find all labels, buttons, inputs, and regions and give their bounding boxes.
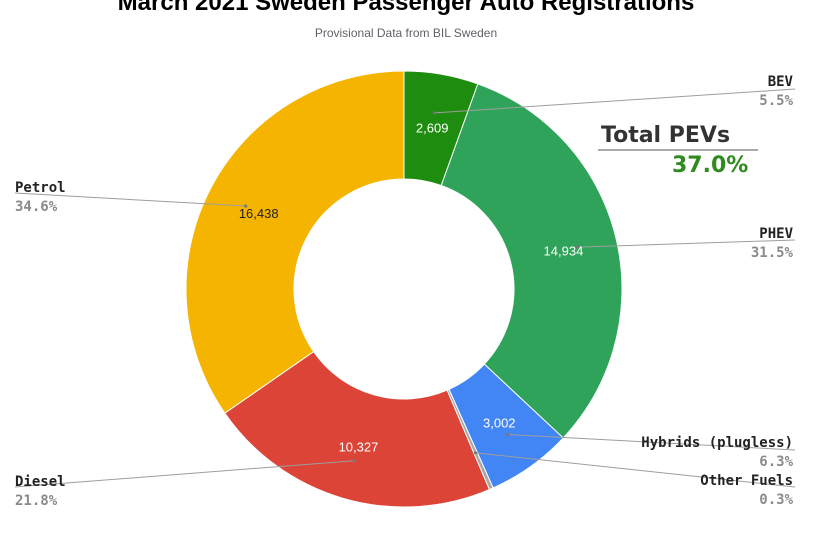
category-percent-bev: 5.5% — [759, 93, 793, 109]
value-label-bev: 2,609 — [416, 120, 449, 135]
chart-subtitle: Provisional Data from BIL Sweden — [315, 26, 497, 40]
leader-dot-hybrids-plugless — [506, 432, 510, 437]
leader-line-petrol — [14, 192, 246, 207]
category-name-diesel: Diesel — [15, 474, 66, 490]
category-percent-other-fuels: 0.3% — [759, 492, 793, 508]
category-name-hybrids-plugless: Hybrids (plugless) — [641, 435, 793, 451]
total-pevs-annotation: Total PEVs 37.0% — [598, 123, 758, 178]
value-label-group: 2,609 14,934 3,002 10,327 16,438 — [239, 120, 583, 454]
leader-line-other-fuels — [475, 452, 796, 488]
leader-line-bev — [434, 88, 796, 114]
category-name-petrol: Petrol — [15, 180, 66, 196]
category-percent-petrol: 34.6% — [15, 199, 58, 215]
category-name-phev: PHEV — [759, 226, 793, 242]
category-percent-hybrids-plugless: 6.3% — [759, 454, 793, 470]
leader-dot-diesel — [352, 459, 356, 463]
leader-dot-bev — [433, 111, 437, 115]
slice-phev — [440, 83, 623, 439]
chart-title: March 2021 Sweden Passenger Auto Registr… — [118, 0, 695, 16]
value-label-petrol: 16,438 — [239, 206, 279, 221]
leader-dot-petrol — [244, 204, 248, 208]
leader-line-group — [14, 88, 796, 488]
leader-line-phev — [577, 239, 796, 248]
leader-line-diesel — [14, 460, 355, 488]
slice-group — [185, 70, 623, 508]
category-label-group: BEV 5.5% PHEV 31.5% Hybrids (plugless) 6.3% Ot… — [15, 74, 794, 509]
slice-diesel — [224, 350, 491, 508]
value-label-hybrids-plugless: 3,002 — [483, 415, 516, 430]
total-pevs-title: Total PEVs — [601, 123, 730, 148]
value-label-diesel: 10,327 — [339, 440, 379, 455]
total-pevs-value: 37.0% — [672, 153, 748, 178]
slice-petrol — [185, 70, 405, 414]
leader-dot-phev — [576, 245, 580, 249]
category-percent-diesel: 21.8% — [15, 493, 58, 509]
category-name-bev: BEV — [768, 74, 794, 90]
category-percent-phev: 31.5% — [751, 245, 794, 261]
leader-line-hybrids-plugless — [507, 433, 796, 451]
category-name-other-fuels: Other Fuels — [700, 473, 793, 489]
value-label-phev: 14,934 — [544, 244, 584, 259]
leader-dot-other-fuels — [473, 451, 478, 455]
